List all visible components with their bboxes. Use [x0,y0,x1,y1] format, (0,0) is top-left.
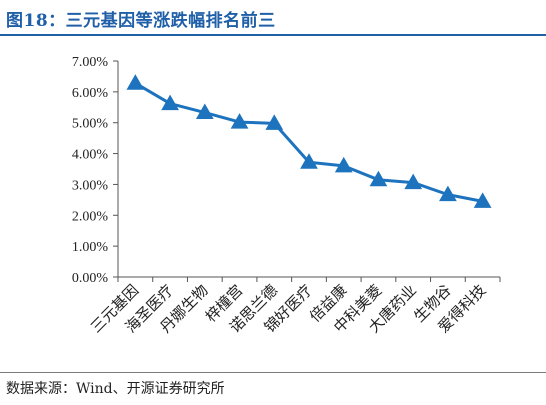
data-point-marker [334,156,353,173]
y-tick-label: 1.00% [72,240,109,255]
bottom-rule [0,372,546,373]
data-point-marker [369,170,388,187]
data-point-marker [439,185,457,202]
series [126,74,492,208]
y-tick-label: 0.00% [72,271,109,286]
data-point-marker [230,113,249,129]
data-point-marker [126,74,145,90]
data-point-marker [473,192,492,208]
figure-title: 图18：三元基因等涨跌幅排名前三 [6,11,276,31]
data-point-marker [195,103,214,120]
y-tick-label: 4.00% [72,148,109,163]
y-tick-label: 3.00% [72,178,109,193]
data-point-marker [161,94,179,111]
data-point-marker [404,173,423,190]
y-tick-label: 6.00% [72,86,109,101]
y-tick-label: 5.00% [72,117,109,132]
series-line [134,81,483,203]
title-rule [0,34,546,36]
line-chart: 0.00% 1.00% 2.00% 3.00% 4.00% 5.00% 6.00% 7.00%… [72,55,501,336]
source-note: 数据来源：Wind、开源证券研究所 [6,381,225,397]
data-point-marker [265,114,284,130]
y-tick-label: 7.00% [72,55,109,70]
y-tick-label: 2.00% [72,209,109,224]
data-point-marker [300,153,318,169]
y-axis: 0.00% 1.00% 2.00% 3.00% 4.00% 5.00% 6.00% 7.00% [72,55,119,286]
x-axis: 三元基因海圣医疗丹娜生物梓橦宫诺思兰德锦好医疗倍益康中科美菱大唐药业生物谷爱得科… [87,276,501,336]
